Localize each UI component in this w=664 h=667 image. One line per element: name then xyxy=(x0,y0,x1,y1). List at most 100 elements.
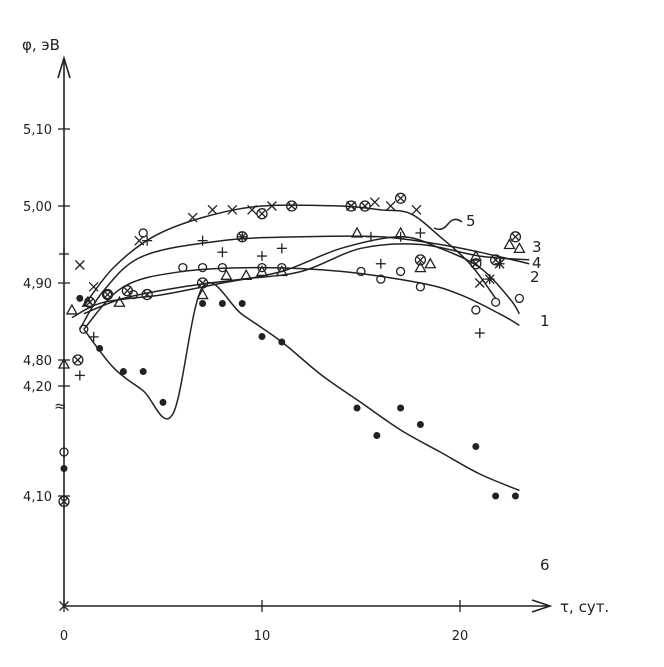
curve-label-6: 6 xyxy=(540,556,550,574)
markers-layer xyxy=(57,192,526,611)
point-series-6 xyxy=(397,404,405,412)
point-series-3 xyxy=(509,231,522,243)
point-series-5 xyxy=(369,197,380,208)
point-series-1 xyxy=(376,274,386,284)
point-series-4 xyxy=(240,268,253,280)
point-series-4 xyxy=(113,295,126,307)
point-series-5 xyxy=(484,274,495,285)
point-series-3 xyxy=(394,192,407,204)
point-series-4 xyxy=(503,238,516,250)
point-series-2 xyxy=(74,370,85,381)
point-series-5 xyxy=(134,235,145,246)
point-series-6 xyxy=(373,432,381,439)
curve-label-2: 2 xyxy=(530,268,540,286)
y-tick-label: 5,00 xyxy=(23,200,52,215)
point-series-4 xyxy=(350,226,364,238)
point-series-2 xyxy=(474,328,485,339)
y-tick-label: 4,20 xyxy=(23,380,52,395)
point-series-2 xyxy=(217,247,228,258)
curve-5-leader xyxy=(433,218,463,231)
point-series-4 xyxy=(394,226,407,238)
point-series-1 xyxy=(178,262,188,273)
point-series-6 xyxy=(278,338,286,346)
point-series-1 xyxy=(514,293,525,304)
point-series-6 xyxy=(353,404,361,412)
x-axis-arrow xyxy=(531,599,553,613)
curve-2 xyxy=(79,235,530,330)
y-axis-arrow xyxy=(57,55,71,79)
point-series-3 xyxy=(121,285,134,297)
point-series-1 xyxy=(356,266,366,277)
point-series-2 xyxy=(142,235,153,246)
point-series-5 xyxy=(385,201,396,211)
point-series-6 xyxy=(139,368,147,376)
point-series-3 xyxy=(414,254,427,266)
y-tick-label: 4,80 xyxy=(23,354,52,369)
point-series-5 xyxy=(474,278,485,288)
point-series-2 xyxy=(365,231,376,242)
point-series-3 xyxy=(196,277,209,289)
point-series-2 xyxy=(88,331,99,342)
point-series-4 xyxy=(414,261,427,273)
point-series-4 xyxy=(255,265,269,277)
curve-5 xyxy=(83,204,497,307)
point-series-5 xyxy=(266,201,277,211)
point-series-1 xyxy=(471,305,481,315)
point-series-6 xyxy=(258,333,266,340)
point-series-3 xyxy=(470,258,482,270)
point-series-1 xyxy=(490,297,501,307)
point-series-6 xyxy=(159,398,167,406)
point-series-3 xyxy=(256,208,268,220)
point-series-4 xyxy=(220,268,233,280)
point-series-1 xyxy=(138,228,148,238)
point-series-1 xyxy=(197,262,208,273)
point-series-5 xyxy=(74,260,85,270)
point-series-6 xyxy=(76,294,84,302)
point-series-6 xyxy=(492,492,500,500)
point-series-3 xyxy=(236,231,248,243)
curve-3 xyxy=(83,243,530,315)
point-series-2 xyxy=(257,251,267,262)
point-series-6 xyxy=(96,344,104,352)
y-axis-label: φ, эВ xyxy=(22,36,60,54)
point-series-4 xyxy=(275,265,288,277)
x-tick-label: 20 xyxy=(452,629,469,644)
point-series-5 xyxy=(187,212,198,223)
point-series-6 xyxy=(238,300,246,307)
point-series-2 xyxy=(375,258,386,269)
point-series-5 xyxy=(88,281,99,292)
point-series-1 xyxy=(102,289,113,300)
point-series-5 xyxy=(207,204,218,215)
point-series-6 xyxy=(511,492,519,500)
curve-label-5: 5 xyxy=(466,212,476,230)
point-series-4 xyxy=(513,242,526,253)
point-series-5 xyxy=(247,204,258,215)
ticks-layer: 0 10 20 4,80 4,90 5,00 5,10 4,10 4,20 xyxy=(23,123,468,644)
y-tick-label: 5,10 xyxy=(23,123,52,138)
curve-label-4: 4 xyxy=(532,254,542,272)
point-series-3 xyxy=(72,354,84,366)
point-series-2 xyxy=(415,227,426,238)
point-series-5 xyxy=(227,204,238,215)
point-series-2 xyxy=(276,243,287,254)
point-series-1 xyxy=(277,262,287,273)
point-series-3 xyxy=(101,288,114,301)
point-series-5 xyxy=(346,201,357,211)
point-series-4 xyxy=(65,303,79,315)
point-series-5 xyxy=(411,204,422,215)
point-series-3 xyxy=(286,200,298,212)
point-series-4 xyxy=(469,249,482,261)
y-axis-break-mark: ≈ xyxy=(54,397,67,415)
y-tick-label: 4,90 xyxy=(23,277,52,292)
curve-6 xyxy=(83,281,520,492)
point-series-5 xyxy=(494,258,505,269)
y-tick-label: 4,10 xyxy=(23,490,52,505)
point-series-3 xyxy=(141,288,153,301)
point-series-1 xyxy=(395,266,406,277)
point-series-6 xyxy=(218,300,226,307)
curves-layer xyxy=(71,204,530,492)
point-series-4 xyxy=(196,288,209,300)
curve-4 xyxy=(71,236,521,319)
point-series-4 xyxy=(424,257,437,269)
